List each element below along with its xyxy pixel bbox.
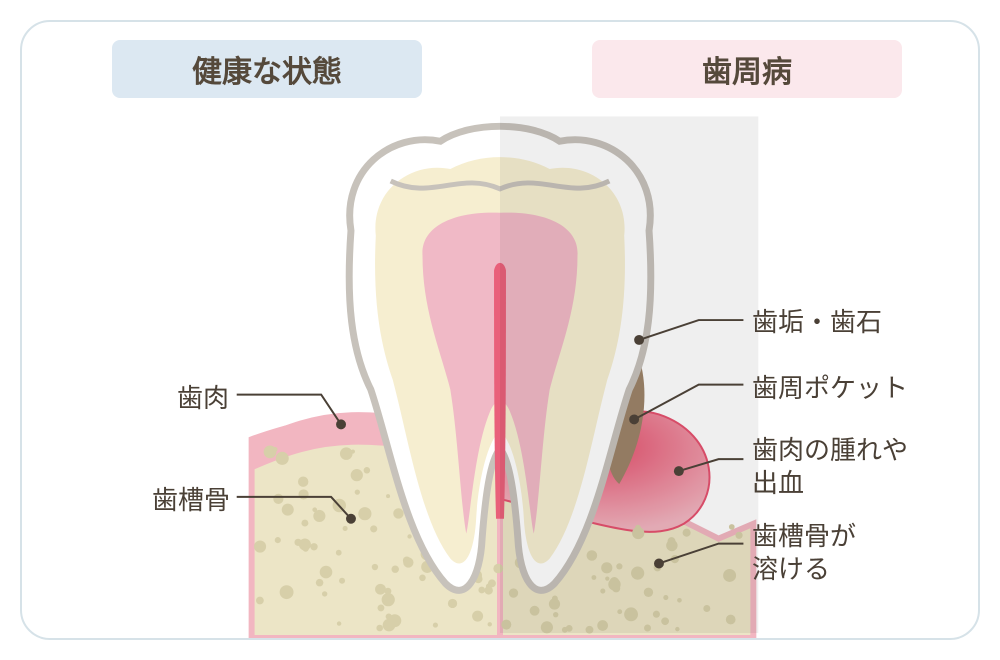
header-disease: 歯周病	[592, 40, 902, 98]
page-frame: 健康な状態 歯周病	[0, 0, 1000, 660]
label-bone_healthy: 歯槽骨	[152, 484, 230, 517]
header-healthy: 健康な状態	[112, 40, 422, 98]
label-swelling: 歯肉の腫れや 出血	[752, 434, 952, 499]
label-gum_healthy: 歯肉	[177, 382, 229, 415]
label-plaque: 歯垢・歯石	[752, 306, 882, 339]
diagram-panel: 健康な状態 歯周病	[20, 20, 980, 640]
label-pocket: 歯周ポケット	[752, 372, 908, 405]
label-melting: 歯槽骨が 溶ける	[752, 520, 952, 585]
